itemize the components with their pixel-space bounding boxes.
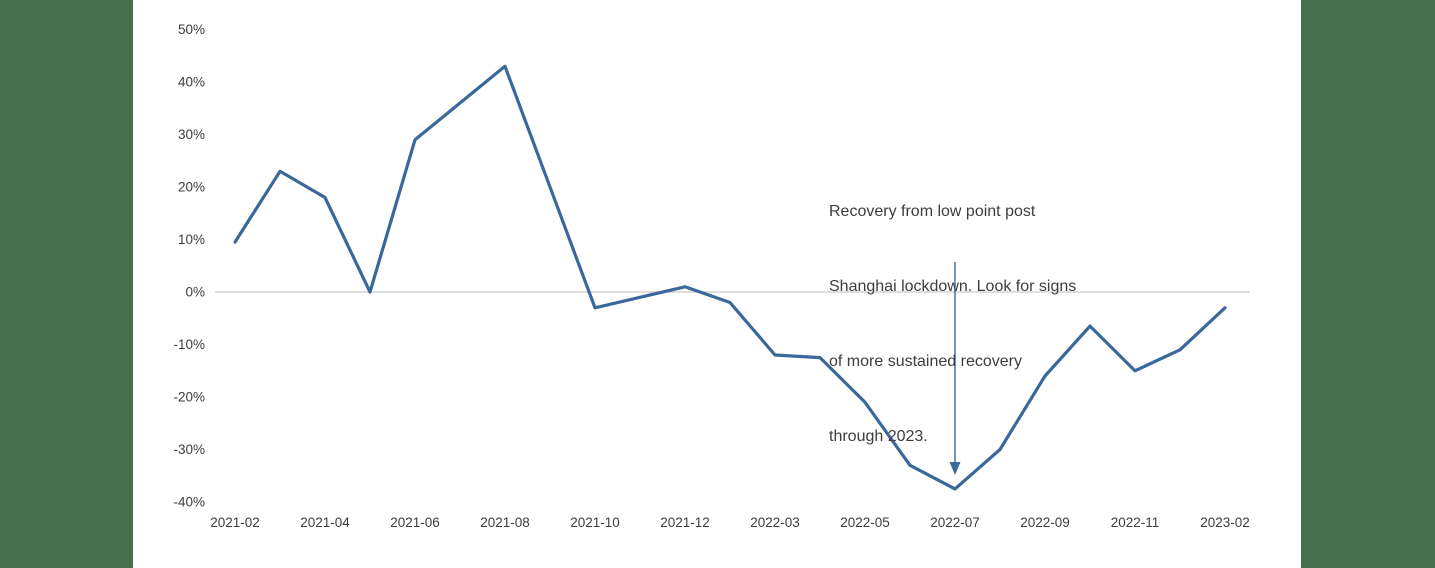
x-axis-tick-label: 2021-02 — [210, 515, 260, 530]
right-green-band — [1301, 0, 1435, 568]
x-axis-tick-label: 2021-04 — [300, 515, 350, 530]
y-axis-tick-label: -40% — [173, 495, 205, 510]
x-axis-tick-label: 2023-02 — [1200, 515, 1250, 530]
x-axis-tick-label: 2022-03 — [750, 515, 800, 530]
left-green-band — [0, 0, 133, 568]
annotation-line-3: of more sustained recovery — [829, 353, 1022, 370]
x-axis-tick-label: 2021-12 — [660, 515, 710, 530]
annotation-line-4: through 2023. — [829, 428, 928, 445]
x-axis-tick-label: 2022-09 — [1020, 515, 1070, 530]
y-axis-tick-label: -10% — [173, 337, 205, 352]
y-axis-tick-label: -30% — [173, 442, 205, 457]
chart-annotation: Recovery from low point post Shanghai lo… — [829, 149, 1076, 499]
data-line — [233, 64, 1227, 491]
annotation-line-2: Shanghai lockdown. Look for signs — [829, 278, 1077, 295]
x-axis-tick-label: 2021-10 — [570, 515, 620, 530]
y-axis-tick-label: 50% — [178, 22, 205, 37]
y-axis-tick-label: 40% — [178, 75, 205, 90]
x-axis-tick-label: 2021-06 — [390, 515, 440, 530]
x-axis-tick-label: 2022-05 — [840, 515, 890, 530]
y-axis-tick-label: 0% — [185, 285, 205, 300]
x-axis-tick-label: 2021-08 — [480, 515, 530, 530]
annotation-arrowhead-icon — [949, 462, 961, 475]
x-axis-tick-label: 2022-11 — [1111, 515, 1160, 530]
x-axis-tick-label: 2022-07 — [930, 515, 980, 530]
y-axis-tick-label: -20% — [173, 390, 205, 405]
annotation-line-1: Recovery from low point post — [829, 203, 1036, 220]
y-axis-tick-label: 30% — [178, 127, 205, 142]
y-axis-tick-label: 20% — [178, 180, 205, 195]
y-axis-tick-label: 10% — [178, 232, 205, 247]
